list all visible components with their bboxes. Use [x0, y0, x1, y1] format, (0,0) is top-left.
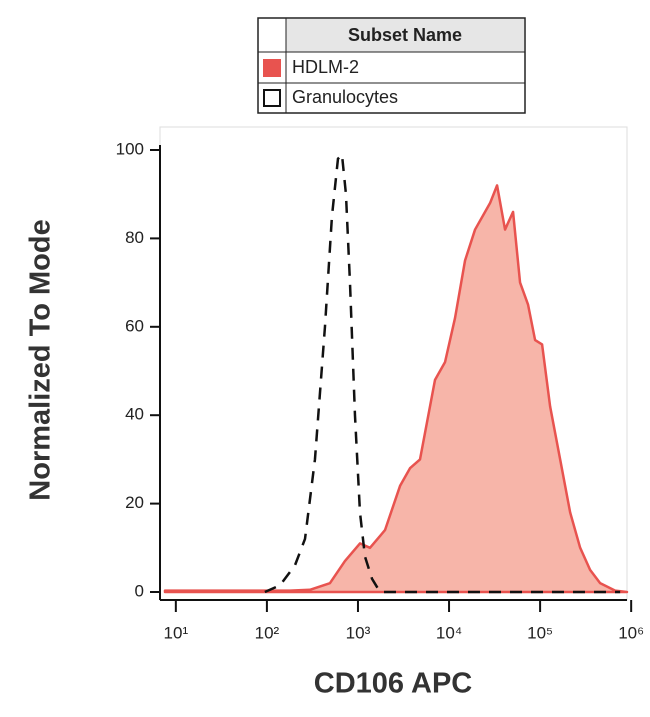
legend-label: Granulocytes	[292, 87, 398, 107]
legend-title: Subset Name	[348, 25, 462, 45]
legend-swatch	[263, 89, 281, 107]
y-tick-label: 80	[125, 228, 144, 247]
x-tick-label: 10⁵	[527, 623, 553, 642]
legend-swatch	[263, 59, 281, 77]
legend-header-bg	[286, 19, 524, 52]
y-tick-label: 0	[135, 581, 144, 600]
x-tick-label: 10³	[346, 623, 371, 642]
y-tick-label: 60	[125, 316, 144, 335]
x-tick-label: 10²	[255, 623, 280, 642]
x-tick-label: 10⁶	[618, 623, 644, 642]
x-axis-title: CD106 APC	[314, 668, 473, 700]
y-tick-label: 40	[125, 405, 144, 424]
y-tick-label: 20	[125, 493, 144, 512]
y-tick-label: 100	[116, 139, 144, 158]
legend-label: HDLM-2	[292, 57, 359, 77]
legend: Subset Name HDLM-2 Granulocytes	[257, 17, 526, 114]
histogram-line	[264, 151, 621, 594]
x-tick-label: 10¹	[164, 623, 189, 642]
histogram-area	[163, 184, 629, 594]
x-tick-label: 10⁴	[436, 623, 462, 642]
y-axis-title: Normalized To Mode	[25, 219, 57, 500]
